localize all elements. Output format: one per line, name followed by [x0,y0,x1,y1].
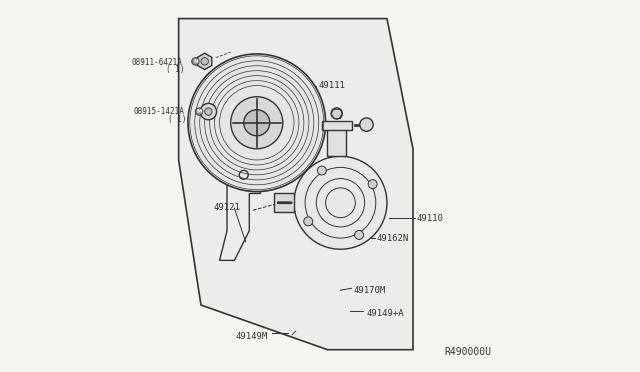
Text: 49121: 49121 [214,203,241,212]
Circle shape [205,108,212,115]
Text: 49149+A: 49149+A [367,309,404,318]
Text: 49170M: 49170M [353,286,386,295]
Circle shape [355,231,364,240]
Circle shape [368,180,377,189]
FancyBboxPatch shape [273,193,294,212]
Text: N: N [193,59,198,64]
Circle shape [231,97,283,149]
Circle shape [360,118,373,131]
Text: 49162N: 49162N [376,234,409,243]
FancyBboxPatch shape [322,121,351,130]
Circle shape [294,156,387,249]
Text: 08915-1421A: 08915-1421A [133,107,184,116]
Circle shape [195,108,203,115]
Circle shape [188,54,326,192]
Circle shape [304,217,313,226]
Text: 49149M: 49149M [236,332,268,341]
Circle shape [191,58,199,65]
Text: ( 1): ( 1) [168,115,186,124]
Circle shape [317,166,326,175]
Text: ( 1): ( 1) [166,65,184,74]
FancyBboxPatch shape [328,126,346,156]
Circle shape [244,110,270,136]
Polygon shape [179,19,413,350]
Text: R490000U: R490000U [444,347,491,357]
Circle shape [331,108,342,119]
Text: 49111: 49111 [318,81,345,90]
Text: M: M [196,109,202,114]
Polygon shape [198,53,212,70]
Text: 08911-6421A: 08911-6421A [131,58,182,67]
Text: 49110: 49110 [417,214,444,223]
Circle shape [200,103,216,120]
Circle shape [201,58,209,65]
